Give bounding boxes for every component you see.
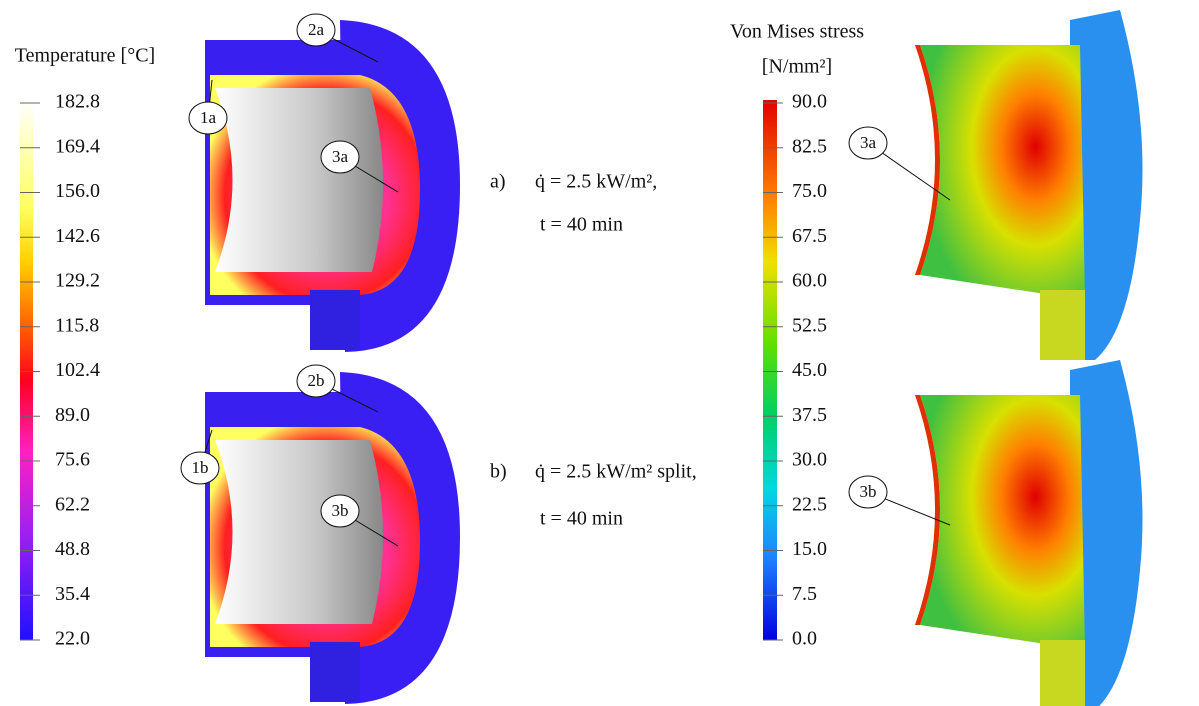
tick-label: 75.6: [55, 449, 90, 471]
case-label: a): [490, 171, 506, 193]
tick-label: 52.5: [792, 314, 827, 336]
tick-label: 115.8: [55, 314, 99, 336]
tick-label: 90.0: [792, 91, 827, 113]
callout-label: 1a: [200, 108, 217, 127]
stress-model-a: [915, 10, 1143, 360]
case-time: t = 40 min: [540, 508, 623, 530]
case-flux: q̇ = 2.5 kW/m²,: [535, 171, 657, 193]
tick-label: 22.5: [792, 493, 827, 515]
case-time: t = 40 min: [540, 214, 623, 236]
tick-label: 22.0: [55, 628, 90, 650]
callout-label: 3b: [860, 482, 877, 501]
callout-label: 2b: [308, 371, 325, 390]
temperature-title: Temperature [°C]: [15, 45, 155, 67]
tick-label: 45.0: [792, 359, 827, 381]
stress-title: Von Mises stress: [730, 21, 864, 43]
case-flux: q̇ = 2.5 kW/m² split,: [535, 461, 697, 483]
temperature-model-a: [205, 20, 460, 352]
callout-label: 3a: [332, 147, 349, 166]
tick-label: 15.0: [792, 538, 827, 560]
tick-label: 37.5: [792, 404, 827, 426]
tick-label: 129.2: [55, 270, 100, 292]
callout-label: 3a: [860, 133, 877, 152]
case-label: b): [490, 461, 507, 483]
tick-label: 7.5: [792, 583, 817, 605]
temperature-colorbar: [20, 100, 33, 640]
tick-label: 30.0: [792, 449, 827, 471]
stress-colorbar: [763, 100, 777, 640]
tick-label: 142.6: [55, 225, 100, 247]
tick-label: 60.0: [792, 270, 827, 292]
temperature-model-b: [205, 372, 460, 704]
tick-label: 82.5: [792, 135, 827, 157]
tick-label: 75.0: [792, 180, 827, 202]
tick-label: 35.4: [55, 583, 90, 605]
tick-label: 0.0: [792, 628, 817, 650]
tick-label: 182.8: [55, 91, 100, 113]
tick-label: 67.5: [792, 225, 827, 247]
stress-model-b: [915, 360, 1143, 706]
tick-label: 156.0: [55, 180, 100, 202]
callout-label: 1b: [192, 458, 209, 477]
tick-label: 89.0: [55, 404, 90, 426]
callout-label: 3b: [332, 501, 349, 520]
tick-label: 169.4: [55, 135, 100, 157]
callout-label: 2a: [308, 20, 325, 39]
stress-title: [N/mm²]: [762, 56, 832, 78]
tick-label: 48.8: [55, 538, 90, 560]
tick-label: 102.4: [55, 359, 100, 381]
figure: Temperature [°C] 182.8 169.4 156.0 142.6 129…: [0, 0, 1199, 706]
tick-label: 62.2: [55, 493, 90, 515]
